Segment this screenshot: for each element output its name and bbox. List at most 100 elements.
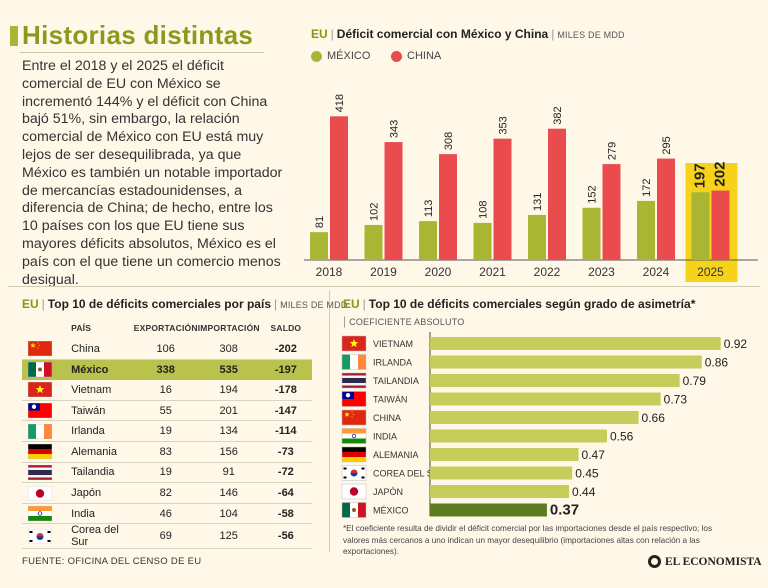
vertical-divider: [329, 290, 330, 552]
flag-korea-icon: [28, 528, 52, 544]
export-cell: 69: [133, 523, 198, 550]
page-title: Historias distintas: [22, 20, 254, 50]
legend-china-label: CHINA: [407, 50, 442, 62]
table-row: Tailandia 19 91 -72: [22, 462, 312, 484]
top10-table: PAÍS EXPORTACIÓN IMPORTACIÓN SALDO China…: [22, 318, 312, 550]
asym-country-label: JAPÓN: [373, 487, 403, 497]
value-label-china-2018: 418: [334, 94, 346, 112]
main-bar-chart: 81 418 2018 102 343 2019 113 308 2020 108 353 2021 1…: [304, 94, 758, 282]
intro-text: Entre el 2018 y el 2025 el déficit comer…: [22, 58, 283, 288]
import-cell: 201: [197, 400, 260, 422]
bar-mexico-2025: [691, 192, 710, 260]
saldo-cell: -64: [259, 482, 312, 504]
saldo-cell: -73: [259, 441, 312, 463]
flag-japan-icon: [28, 485, 52, 501]
country-cell: China: [63, 338, 134, 360]
year-label-2024: 2024: [643, 265, 670, 279]
legend-china: CHINA: [391, 50, 441, 62]
legend-mexico-swatch: [311, 50, 322, 62]
flag-vietnam-icon: [28, 382, 52, 398]
year-label-2025: 2025: [697, 265, 724, 279]
asym-bar-thailand: [430, 374, 680, 387]
asym-country-label: TAILANDIA: [373, 376, 419, 386]
value-label-china-2021: 353: [498, 116, 510, 134]
import-cell: 156: [197, 441, 260, 463]
asymmetry-bar-chart: VIETNAM 0.92 IRLANDA 0.86 TAILANDIA 0.79 TAIWÁ…: [341, 332, 747, 519]
table-header: EU | Top 10 de déficits comerciales por pa…: [22, 297, 348, 311]
bar-china-2023: [602, 164, 621, 260]
asym-title: Top 10 de déficits comerciales según gra…: [368, 297, 696, 311]
asym-flag-thailand-icon: [341, 372, 367, 389]
asym-flag-korea-icon: [341, 465, 367, 481]
saldo-cell: -178: [259, 379, 312, 401]
main-chart-title: Déficit comercial con México y China: [336, 27, 549, 41]
asym-country-label: MÉXICO: [373, 506, 409, 516]
asym-country-label: VIETNAM: [373, 339, 413, 349]
table-unit: MILES DE MDD: [280, 300, 348, 310]
value-label-china-2024: 295: [661, 136, 673, 154]
year-label-2023: 2023: [588, 265, 615, 279]
flag-cell: [22, 503, 64, 525]
asym-flag-mexico-icon: [341, 502, 367, 518]
bar-mexico-2021: [473, 222, 492, 260]
table-row: Irlanda 19 134 -114: [22, 420, 312, 443]
table-eu: EU: [22, 297, 39, 311]
import-cell: 91: [197, 462, 260, 484]
value-label-mexico-2019: 102: [369, 203, 381, 221]
export-cell: 19: [133, 420, 198, 443]
table-title: Top 10 de déficits comerciales por país: [47, 297, 271, 311]
flag-taiwan-icon: [28, 403, 52, 419]
table-row: Japón 82 146 -64: [22, 482, 312, 504]
asym-flag-japan-icon: [341, 483, 367, 500]
flag-cell: [22, 359, 63, 380]
asym-flag-china-icon: [341, 409, 367, 426]
year-label-2018: 2018: [316, 265, 343, 279]
asym-flag-india-icon: [341, 428, 367, 444]
asym-flag-vietnam-icon: [341, 335, 367, 352]
logo-mark-icon: [648, 555, 661, 568]
source-text: FUENTE: OFICINA DEL CENSO DE EU: [22, 556, 202, 567]
value-label-mexico-2021: 108: [478, 201, 490, 219]
value-label-mexico-2025: 197: [692, 163, 709, 188]
value-label-china-2022: 382: [552, 106, 564, 124]
saldo-cell: -72: [259, 462, 312, 484]
flag-india-icon: [28, 506, 52, 522]
footnote: *El coeficiente resulta de dividir el dé…: [343, 524, 713, 556]
flag-cell: [22, 338, 64, 360]
title-rule: [20, 52, 264, 53]
import-cell: 194: [197, 379, 260, 401]
export-cell: 46: [133, 503, 198, 525]
flag-cell: [22, 462, 64, 484]
flag-cell: [22, 379, 64, 401]
import-cell: 535: [219, 363, 238, 376]
asym-bar-taiwan: [430, 392, 661, 406]
value-label-china-2020: 308: [443, 132, 455, 150]
col-saldo: SALDO: [270, 323, 302, 334]
main-chart-unit: MILES DE MDD: [557, 30, 625, 40]
country-cell: Corea del Sur: [63, 523, 134, 550]
flag-china-icon: [28, 341, 52, 357]
bar-mexico-2023: [582, 207, 601, 260]
value-label-china-2019: 343: [389, 120, 401, 138]
main-chart-eu: EU: [311, 27, 328, 41]
asym-value-label: 0.79: [683, 374, 707, 388]
country-cell: Vietnam: [63, 379, 134, 401]
country-cell: Japón: [63, 482, 134, 504]
year-label-2020: 2020: [425, 265, 452, 279]
bar-mexico-2022: [528, 214, 546, 260]
asym-value-label: 0.66: [642, 411, 666, 425]
asym-country-label: TAIWÁN: [373, 395, 407, 405]
bar-china-2025: [711, 190, 730, 260]
saldo-cell: -197: [274, 363, 297, 376]
value-label-mexico-2022: 131: [532, 193, 544, 211]
bar-mexico-2024: [637, 200, 655, 260]
asym-bar-germany: [430, 448, 579, 461]
saldo-cell: -56: [259, 523, 312, 550]
asym-country-label: COREA DEL SUR: [373, 469, 446, 479]
value-label-mexico-2023: 152: [587, 185, 599, 203]
asym-bar-mexico: [430, 503, 547, 517]
legend-china-swatch: [391, 50, 402, 62]
flag-cell: [22, 482, 64, 504]
asym-country-label: CHINA: [373, 413, 401, 423]
asym-bar-vietnam: [430, 337, 721, 350]
